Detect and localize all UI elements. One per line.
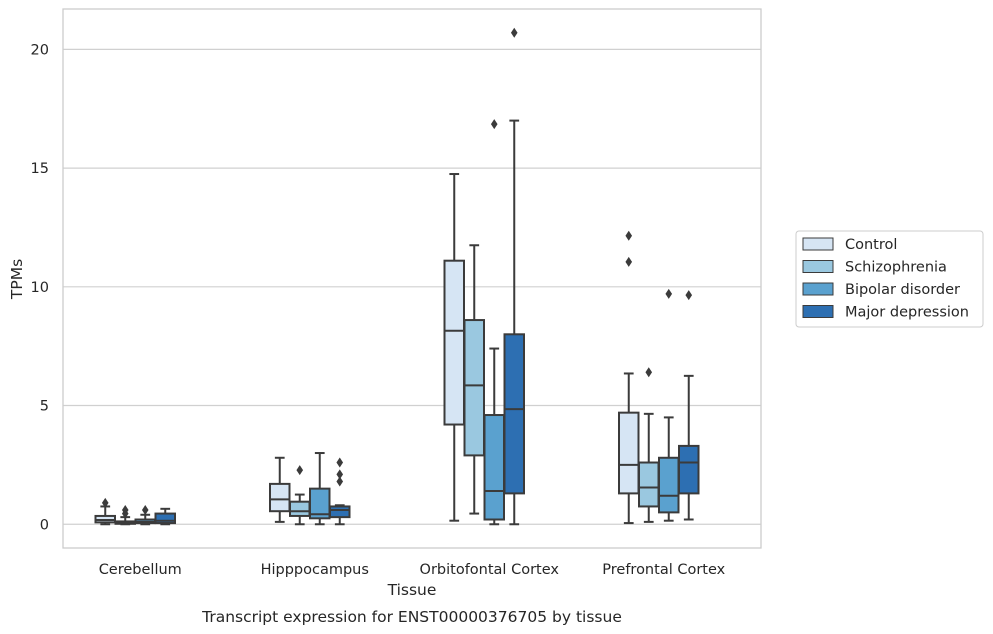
outlier-0 xyxy=(336,476,344,487)
y-tick-label-0: 0 xyxy=(40,517,49,533)
outlier-0 xyxy=(141,505,149,516)
x-tick-label-1: Hipppocampus xyxy=(261,562,369,578)
legend-frame xyxy=(795,230,984,328)
y-tick-label-2: 10 xyxy=(31,280,49,296)
outlier-2 xyxy=(336,457,344,468)
box-2-3 xyxy=(503,27,525,526)
legend-label: Control xyxy=(845,237,897,253)
box-iqr xyxy=(678,444,700,495)
outlier-0 xyxy=(101,497,109,508)
legend-entry-3: Major depression xyxy=(802,305,969,321)
legend-label: Schizophrenia xyxy=(845,260,947,276)
legend-entry-2: Bipolar disorder xyxy=(802,282,960,298)
legend-entries: Control Schizophrenia Bipolar disorder Majo… xyxy=(802,237,969,321)
legend-swatch xyxy=(802,237,834,251)
box-iqr xyxy=(483,414,505,521)
outlier-0 xyxy=(296,465,304,476)
box-1-3 xyxy=(329,457,351,526)
chart-caption: Transcript expression for ENST0000037670… xyxy=(201,608,622,626)
box-1-1 xyxy=(289,465,311,526)
outlier-1 xyxy=(625,230,633,241)
box-iqr xyxy=(658,456,680,514)
legend-label: Bipolar disorder xyxy=(845,282,960,298)
y-axis-title: TPMs xyxy=(8,259,26,300)
outlier-1 xyxy=(121,505,129,516)
outlier-1 xyxy=(336,469,344,480)
x-axis-title: Tissue xyxy=(387,581,437,599)
legend-entry-1: Schizophrenia xyxy=(802,260,947,276)
box-3-2 xyxy=(658,288,680,522)
box-iqr xyxy=(289,500,311,517)
legend-swatch xyxy=(802,260,834,273)
box-1-0 xyxy=(269,456,291,523)
box-plots xyxy=(94,27,700,526)
box-iqr xyxy=(503,333,525,495)
box-2-2 xyxy=(483,119,505,526)
legend: Control Schizophrenia Bipolar disorder Majo… xyxy=(795,230,984,328)
box-iqr xyxy=(638,461,660,508)
legend-swatch xyxy=(802,282,834,296)
box-iqr xyxy=(618,411,640,495)
x-axis-ticks: Cerebellum Hipppocampus Orbitofontal Corte… xyxy=(99,562,726,578)
legend-entry-0: Control xyxy=(802,237,897,253)
box-iqr xyxy=(309,487,331,520)
plot-area-frame xyxy=(62,8,762,549)
y-axis-ticks: 0 5 10 15 20 xyxy=(31,42,49,533)
outlier-0 xyxy=(510,27,518,38)
box-iqr xyxy=(154,512,176,525)
box-iqr xyxy=(269,482,291,513)
box-0-1 xyxy=(114,505,136,526)
y-tick-label-1: 5 xyxy=(40,399,49,415)
box-0-2 xyxy=(134,505,156,526)
legend-swatch xyxy=(802,305,834,318)
outlier-0 xyxy=(645,367,653,378)
x-tick-label-3: Prefrontal Cortex xyxy=(602,562,725,578)
y-tick-label-4: 20 xyxy=(31,42,49,58)
outlier-0 xyxy=(665,288,673,299)
grid-lines xyxy=(63,48,761,525)
x-tick-label-0: Cerebellum xyxy=(99,562,182,578)
y-tick-label-3: 15 xyxy=(31,161,49,177)
box-iqr xyxy=(329,505,351,519)
box-2-0 xyxy=(443,173,465,522)
box-3-1 xyxy=(638,367,660,523)
x-tick-label-2: Orbitofontal Cortex xyxy=(420,562,560,578)
box-0-3 xyxy=(154,507,176,526)
box-1-2 xyxy=(309,452,331,526)
box-3-0 xyxy=(618,230,640,525)
outlier-0 xyxy=(625,256,633,267)
box-iqr xyxy=(443,259,465,426)
box-3-3 xyxy=(678,290,700,521)
box-2-1 xyxy=(463,244,485,515)
outlier-0 xyxy=(490,119,498,130)
box-iqr xyxy=(463,319,485,457)
legend-label: Major depression xyxy=(845,305,969,321)
box-0-0 xyxy=(94,497,116,526)
outlier-0 xyxy=(685,290,693,301)
